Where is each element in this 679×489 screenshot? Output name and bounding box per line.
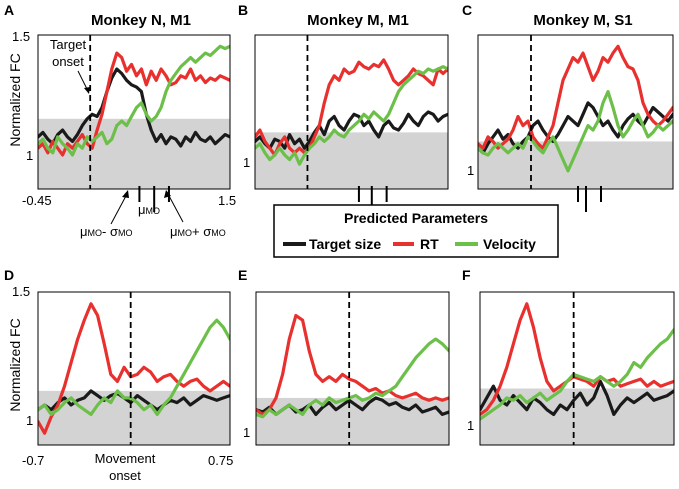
target-onset-label-line2: onset <box>52 54 84 69</box>
y-axis-label-bottom: Normalized FC <box>7 318 23 411</box>
y-tick-label: 1 <box>26 148 33 163</box>
axes-frame <box>255 291 450 446</box>
x-tick-label: 0.75 <box>208 453 233 468</box>
legend: Predicted Parameters Target size RT Velo… <box>273 204 559 258</box>
series-line-velocity <box>478 89 673 173</box>
series-line-target-size <box>38 67 230 148</box>
axes-frame <box>37 291 231 446</box>
baseline-shaded-band <box>38 118 230 189</box>
series-line-rt <box>256 313 449 416</box>
y-tick-label: 1 <box>467 163 474 178</box>
mu-symbol: μ <box>138 202 146 217</box>
axes-frame <box>37 34 231 190</box>
mu-minus-arrowhead <box>122 190 129 198</box>
mu-plus-sigma-label: μMO+ σMO <box>170 224 226 239</box>
panel-label: E <box>238 267 247 283</box>
panel-label: F <box>462 267 471 283</box>
series-line-velocity <box>38 44 230 157</box>
series-line-target-size <box>480 379 674 416</box>
plot-area <box>37 291 231 446</box>
sigma-subscript: MO <box>118 228 133 238</box>
series-line-rt <box>255 58 448 157</box>
x-tick-label: -0.7 <box>22 453 44 468</box>
panel-c: C Monkey M, S1 1 <box>462 2 674 212</box>
series-line-rt <box>478 44 673 150</box>
axes-frame <box>254 34 449 190</box>
series-line-velocity <box>256 337 449 419</box>
legend-label-rt: RT <box>420 236 439 252</box>
plot-area <box>37 34 231 212</box>
panel-e: E 1 <box>238 267 450 446</box>
y-tick-label: 1.5 <box>12 29 30 44</box>
series-line-velocity <box>38 318 230 416</box>
series-line-velocity <box>255 65 448 166</box>
plot-area <box>479 291 675 446</box>
panel-label: C <box>462 2 472 18</box>
baseline-shaded-band <box>256 397 449 445</box>
x-tick-label: 1.5 <box>218 193 236 208</box>
mu-operator: - σ <box>102 224 118 239</box>
legend-title: Predicted Parameters <box>344 210 488 226</box>
panel-label: B <box>238 2 248 18</box>
x-tick-label: -0.45 <box>22 193 52 208</box>
movement-onset-label-line1: Movement <box>95 451 156 466</box>
panel-label: A <box>4 2 14 18</box>
target-onset-arrowhead <box>84 87 90 94</box>
panel-a: A Monkey N, M1 1.5 1 -0.45 1.5 Target on… <box>4 2 236 239</box>
plot-area <box>255 291 450 446</box>
y-tick-label: 1 <box>243 425 250 440</box>
panel-title: Monkey M, M1 <box>307 12 409 29</box>
mu-symbol: μ <box>80 224 88 239</box>
mu-minus-sigma-label: μMO- σMO <box>80 224 132 239</box>
y-tick-label: 1 <box>243 155 250 170</box>
baseline-shaded-band <box>255 132 448 189</box>
series-line-rt <box>480 302 674 416</box>
panel-title: Monkey N, M1 <box>91 12 191 29</box>
plot-area <box>477 34 674 212</box>
panel-label: D <box>4 267 14 283</box>
sigma-subscript: MO <box>211 228 226 238</box>
mu-subscript: MO <box>146 206 161 216</box>
legend-box <box>273 204 559 258</box>
mu-subscript: MO <box>88 228 103 238</box>
panel-f: F 1 <box>462 267 675 446</box>
mu-minus-arrow <box>110 193 128 225</box>
axes-frame <box>477 34 674 190</box>
movement-onset-label-line2: onset <box>109 468 141 483</box>
axes-frame <box>479 291 675 446</box>
series-line-rt <box>38 302 230 435</box>
target-onset-label-line1: Target <box>50 37 87 52</box>
panel-title: Monkey M, S1 <box>533 12 632 29</box>
mu-symbol: μ <box>170 224 178 239</box>
legend-label-velocity: Velocity <box>483 236 536 252</box>
panel-b: B Monkey M, M1 1 <box>238 2 449 212</box>
panel-d: D 1.5 1 -0.7 0.75 Movement onset <box>4 267 233 483</box>
plot-area <box>254 34 449 212</box>
y-tick-label: 1 <box>26 413 33 428</box>
mu-plus-arrowhead <box>164 190 171 198</box>
mu-subscript: MO <box>178 228 193 238</box>
y-axis-label-top: Normalized FC <box>7 53 23 146</box>
mu-label: μMO <box>138 202 160 217</box>
mu-operator: + σ <box>192 224 211 239</box>
series-line-velocity <box>480 328 674 421</box>
mu-plus-arrow <box>167 193 184 223</box>
series-line-rt <box>38 51 230 157</box>
y-tick-label: 1.5 <box>12 284 30 299</box>
baseline-shaded-band <box>478 141 673 189</box>
legend-label-target-size: Target size <box>309 236 381 252</box>
y-tick-label: 1 <box>467 418 474 433</box>
